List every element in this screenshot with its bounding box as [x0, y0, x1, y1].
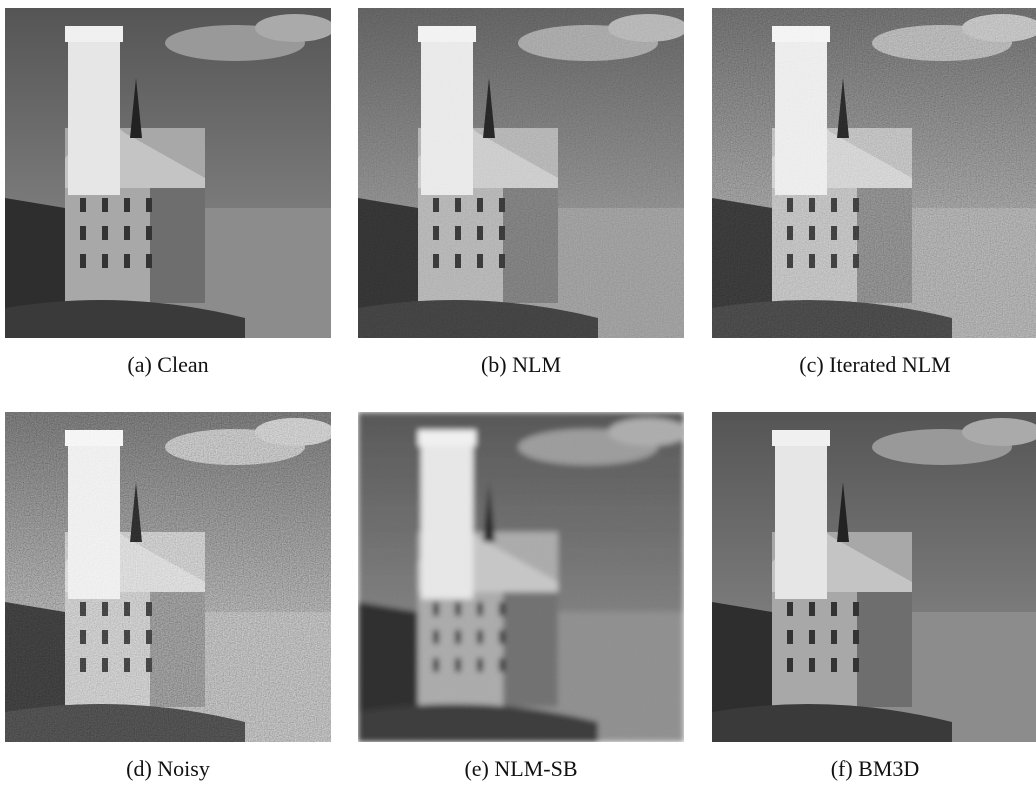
- window: [102, 226, 108, 240]
- window: [146, 226, 152, 240]
- window: [80, 254, 86, 268]
- panel-image: [5, 8, 335, 338]
- caption: (a) Clean: [127, 352, 208, 377]
- cloud: [255, 14, 335, 42]
- tower: [68, 30, 120, 195]
- caption: (b) NLM: [481, 352, 561, 377]
- tower: [775, 434, 827, 599]
- building-shade: [857, 592, 912, 707]
- window: [124, 226, 130, 240]
- building-shade: [150, 188, 205, 303]
- window: [787, 630, 793, 644]
- window: [831, 630, 837, 644]
- tower-top: [65, 26, 123, 42]
- scene: [5, 8, 335, 338]
- caption: (c) Iterated NLM: [799, 352, 950, 377]
- window: [102, 254, 108, 268]
- window: [853, 602, 859, 616]
- window: [102, 198, 108, 212]
- scene: [712, 412, 1036, 742]
- window: [787, 602, 793, 616]
- window: [853, 630, 859, 644]
- caption: (d) Noisy: [126, 756, 210, 781]
- window: [831, 602, 837, 616]
- panel-image: [5, 412, 335, 742]
- window: [124, 254, 130, 268]
- page: (a) Clean (b) NLM (c) Iterated NLM (d) Nois…: [0, 0, 1036, 787]
- window: [831, 658, 837, 672]
- caption: (f) BM3D: [831, 756, 920, 781]
- window: [124, 198, 130, 212]
- noise: [5, 412, 331, 742]
- window: [809, 658, 815, 672]
- panel-image: [712, 8, 1036, 338]
- panel-image: [358, 412, 688, 742]
- panel-image: [712, 412, 1036, 742]
- window: [809, 602, 815, 616]
- window: [146, 254, 152, 268]
- window: [853, 658, 859, 672]
- window: [809, 630, 815, 644]
- figure: (a) Clean (b) NLM (c) Iterated NLM (d) Nois…: [0, 0, 1036, 787]
- noise: [358, 8, 684, 338]
- window: [80, 226, 86, 240]
- tower-top: [772, 430, 830, 446]
- noise: [358, 412, 684, 742]
- window: [80, 198, 86, 212]
- noise: [712, 8, 1036, 338]
- window: [146, 198, 152, 212]
- panel-image: [358, 8, 688, 338]
- caption: (e) NLM-SB: [464, 756, 577, 781]
- window: [787, 658, 793, 672]
